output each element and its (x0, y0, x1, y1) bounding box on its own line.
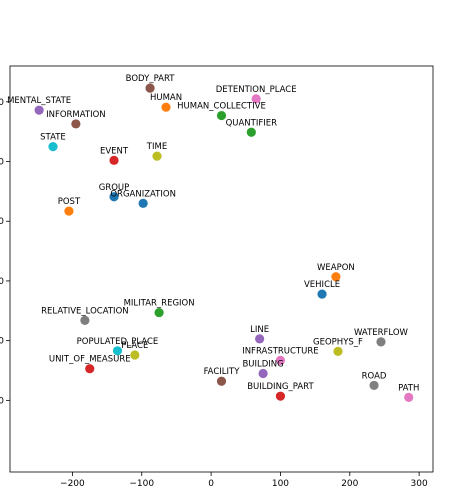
point-mental-state (34, 105, 44, 115)
point-label-weapon: WEAPON (317, 263, 355, 273)
point-label-group: GROUP (99, 183, 130, 193)
point-label-populated-place: POPULATED_PLACE (77, 337, 159, 347)
x-tick-label: 0 (208, 479, 214, 489)
point-label-vehicle: VEHICLE (304, 280, 340, 290)
point-label-line: LINE (250, 325, 269, 335)
y-tick-label: 00 (0, 98, 4, 108)
point-label-building-part: BUILDING_PART (247, 382, 314, 392)
point-label-building: BUILDING (242, 359, 283, 369)
point-label-quantifier: QUANTIFIER (226, 118, 278, 128)
point-human-collective (216, 110, 227, 121)
point-vehicle (317, 289, 327, 299)
point-unit-of-measure (85, 364, 95, 374)
point-infrastructure (275, 355, 286, 365)
point-label-waterflow: WATERFLOW (354, 328, 409, 338)
point-label-relative-location: RELATIVE_LOCATION (41, 306, 128, 316)
x-tick-label: 100 (272, 479, 289, 489)
point-label-time: TIME (146, 142, 167, 152)
point-label-infrastructure: INFRASTRUCTURE (242, 346, 318, 356)
y-tick-label: 00 (0, 277, 4, 287)
point-road (369, 380, 379, 391)
y-tick-label: 00 (0, 158, 4, 168)
x-tick-label: −100 (129, 479, 154, 489)
point-organization (138, 198, 148, 208)
point-label-post: POST (58, 197, 81, 207)
point-label-road: ROAD (362, 371, 387, 381)
point-label-human: HUMAN (150, 93, 182, 103)
point-line (255, 334, 265, 344)
point-time (152, 151, 162, 161)
point-label-place: PLACE (121, 341, 148, 351)
point-label-militar-region: MILITAR_REGION (124, 299, 195, 309)
point-label-path: PATH (398, 383, 419, 393)
point-building-part (275, 391, 286, 401)
point-facility (216, 376, 227, 386)
point-information (71, 119, 81, 129)
point-label-information: INFORMATION (46, 110, 106, 120)
point-label-state: STATE (40, 133, 66, 143)
x-tick-label: −200 (60, 479, 85, 489)
point-label-organization: ORGANIZATION (110, 189, 176, 199)
point-label-human-collective: HUMAN_COLLECTIVE (177, 102, 266, 112)
point-detention-place (251, 94, 261, 104)
point-path (404, 392, 414, 402)
point-place (130, 350, 140, 360)
point-label-geophys-f: GEOPHYS_F (313, 337, 363, 347)
point-state (48, 142, 58, 152)
point-label-facility: FACILITY (204, 367, 241, 377)
point-waterflow (376, 337, 386, 347)
x-tick-label: 300 (411, 479, 428, 489)
point-post (64, 206, 74, 216)
point-relative-location (80, 315, 90, 325)
y-tick-label: 0 (0, 217, 4, 227)
point-quantifier (246, 127, 256, 137)
y-tick-label: 00 (0, 337, 4, 347)
point-event (109, 155, 119, 165)
point-group (109, 192, 119, 202)
y-tick-label: 00 (0, 396, 4, 406)
point-weapon (331, 272, 341, 282)
point-human (161, 102, 171, 112)
point-label-unit-of-measure: UNIT_OF_MEASURE (49, 355, 131, 365)
point-label-event: EVENT (100, 146, 129, 156)
point-label-detention-place: DETENTION_PLACE (216, 85, 297, 95)
point-building (258, 368, 268, 379)
point-body-part (145, 83, 155, 93)
point-populated-place (112, 346, 123, 356)
plot-frame (9, 65, 434, 473)
point-label-mental-state: MENTAL_STATE (7, 96, 71, 106)
point-militar-region (154, 307, 164, 318)
x-tick-label: 200 (341, 479, 358, 489)
point-label-body-part: BODY_PART (126, 74, 176, 84)
point-geophys-f (333, 346, 343, 356)
